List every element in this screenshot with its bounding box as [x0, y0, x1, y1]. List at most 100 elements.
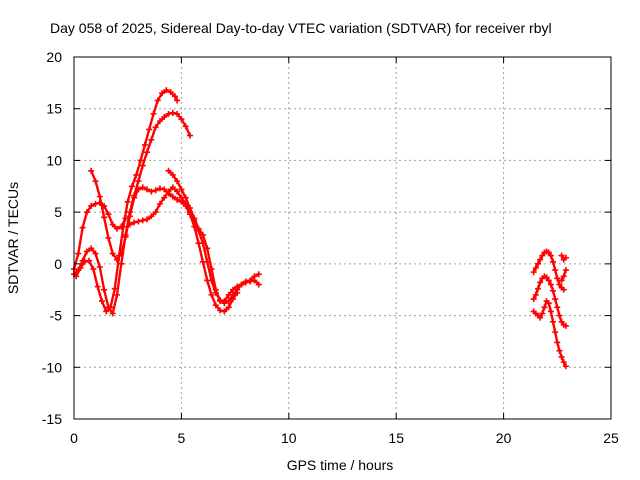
data-point [103, 308, 110, 315]
data-point [186, 205, 193, 212]
data-point [144, 216, 151, 223]
data-point [141, 141, 148, 148]
data-point [537, 256, 544, 263]
data-point [128, 183, 135, 190]
data-point [221, 298, 228, 305]
data-point [229, 286, 236, 293]
data-point [182, 123, 189, 130]
y-tick-label: 10 [46, 152, 62, 168]
series-sat-g [167, 169, 260, 303]
data-point [554, 304, 561, 311]
data-point [186, 132, 193, 139]
data-point [212, 302, 219, 309]
data-point [225, 304, 232, 311]
data-point [558, 318, 565, 325]
data-point [169, 193, 176, 200]
data-point [532, 291, 539, 298]
data-point [124, 198, 131, 205]
data-point [560, 273, 567, 280]
data-point [547, 281, 554, 288]
data-point [92, 250, 99, 257]
data-point [96, 193, 103, 200]
data-point [98, 298, 105, 305]
data-point [79, 224, 86, 231]
plot-frame [73, 56, 612, 420]
data-point [238, 281, 245, 288]
data-point [126, 221, 133, 228]
data-point [543, 274, 550, 281]
data-point [156, 185, 163, 192]
data-point [109, 310, 116, 317]
data-point [554, 275, 561, 282]
x-tick-label: 20 [496, 430, 512, 446]
data-point [126, 213, 133, 220]
data-point [118, 260, 125, 267]
data-point [88, 167, 95, 174]
data-point [118, 250, 125, 257]
data-layer [71, 87, 569, 370]
data-point [161, 186, 168, 193]
data-point [139, 184, 146, 191]
x-tick-label: 10 [281, 430, 297, 446]
data-point [174, 188, 181, 195]
x-tick-label: 25 [603, 430, 619, 446]
data-point [109, 250, 116, 257]
data-point [139, 162, 146, 169]
data-point [558, 277, 565, 284]
data-point [109, 221, 116, 228]
y-tick-label: 5 [54, 204, 62, 220]
data-point [146, 126, 153, 133]
data-point [165, 188, 172, 195]
data-point [560, 359, 567, 366]
data-point [530, 269, 537, 276]
data-point [537, 279, 544, 286]
y-tick-label: 0 [54, 256, 62, 272]
data-point [105, 235, 112, 241]
data-point [541, 304, 548, 311]
data-point [174, 178, 181, 185]
data-point [137, 157, 144, 164]
data-point [534, 260, 541, 267]
data-point [174, 97, 181, 104]
data-point [77, 264, 84, 271]
data-point [159, 90, 166, 97]
data-point [212, 286, 219, 293]
data-point [113, 225, 120, 232]
data-point [133, 171, 140, 178]
data-point [88, 245, 95, 252]
data-point [161, 113, 168, 120]
data-point [217, 307, 224, 314]
data-point [86, 257, 93, 264]
data-point [169, 184, 176, 191]
data-point [144, 186, 151, 193]
data-point [152, 187, 159, 194]
data-point [221, 308, 228, 315]
y-tick-label: -10 [42, 359, 62, 375]
data-point [161, 194, 168, 201]
data-point [75, 250, 82, 257]
x-axis-label: GPS time / hours [287, 457, 394, 473]
data-point [111, 285, 118, 292]
y-tick-label: 15 [46, 101, 62, 117]
data-point [83, 248, 90, 255]
data-point [165, 167, 172, 174]
data-point [255, 271, 262, 278]
data-point [234, 283, 241, 290]
data-point [539, 310, 546, 317]
data-point [208, 266, 215, 273]
data-point [178, 116, 185, 123]
data-point [96, 263, 103, 270]
data-point [154, 97, 161, 104]
data-point [547, 308, 554, 315]
data-point [552, 267, 559, 274]
data-point [135, 186, 142, 193]
data-point [169, 171, 176, 178]
data-point [135, 178, 142, 185]
y-tick-label: -15 [42, 411, 62, 427]
data-point [562, 267, 569, 274]
data-point [169, 109, 176, 116]
data-point [139, 217, 146, 224]
y-tick-label: -5 [50, 308, 63, 324]
data-point [556, 312, 563, 319]
